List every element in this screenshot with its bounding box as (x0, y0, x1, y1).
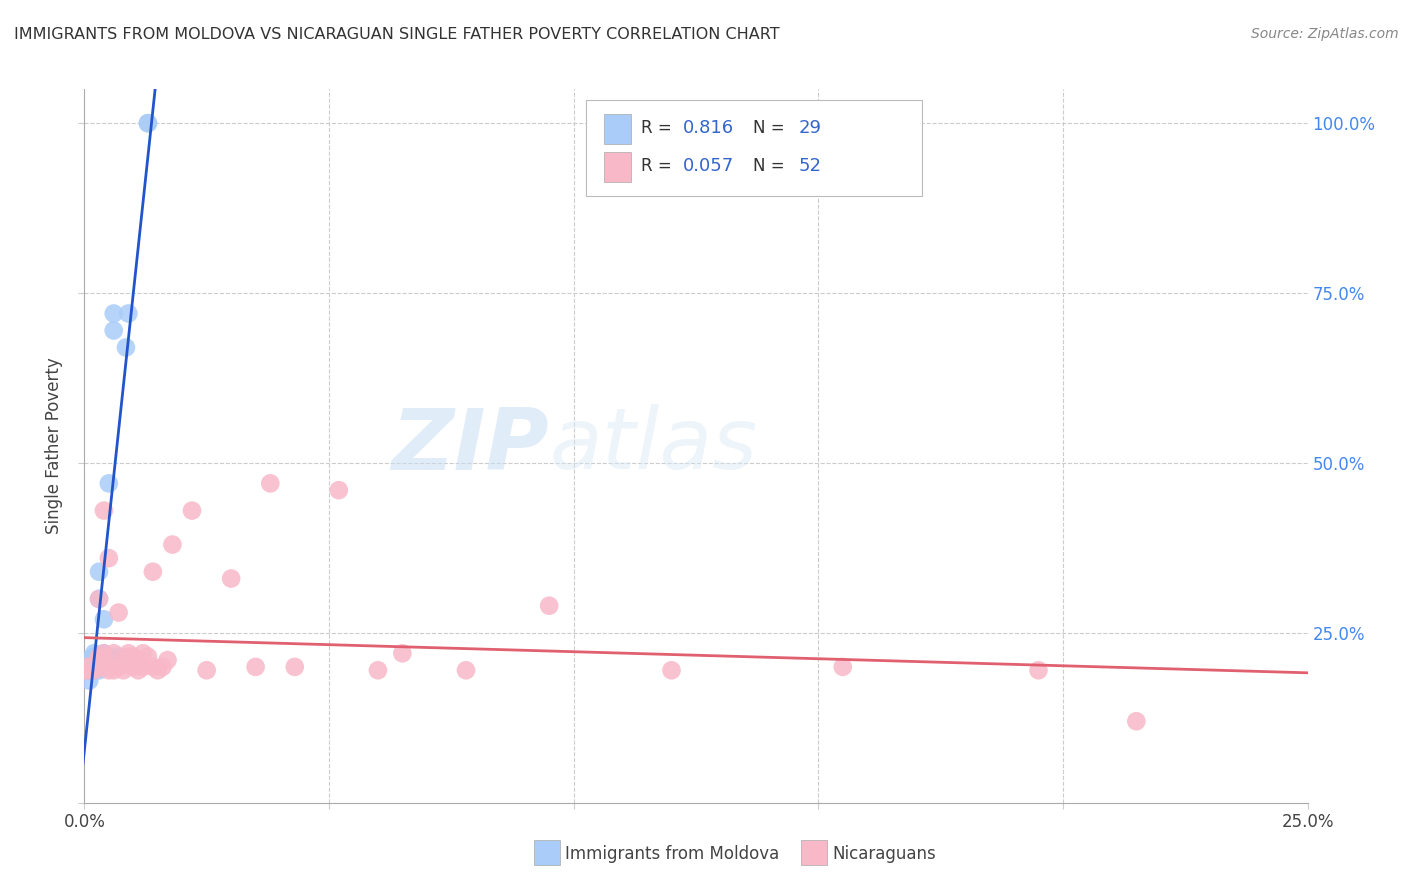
Point (454, 663, 477, 677)
Y-axis label: Single Father Poverty: Single Father Poverty (45, 358, 63, 534)
Point (77, 663, 100, 677)
Point (77, 660, 100, 674)
Point (136, 116, 159, 130)
Point (77, 653, 100, 667)
Point (328, 483, 350, 498)
Point (87, 653, 110, 667)
Point (391, 646, 413, 660)
Point (245, 660, 267, 674)
Point (1028, 663, 1050, 677)
Point (80, 653, 103, 667)
Point (80, 663, 103, 677)
Text: atlas: atlas (550, 404, 758, 488)
Point (146, 663, 169, 677)
Point (152, 660, 174, 674)
Point (103, 306, 125, 320)
Point (127, 663, 149, 677)
Point (76, 663, 98, 677)
Point (93, 649, 115, 664)
Text: R =: R = (641, 157, 676, 175)
Text: R =: R = (641, 120, 676, 137)
Point (87, 565, 110, 579)
Point (77, 673, 100, 688)
Point (93, 649, 115, 664)
Point (107, 649, 129, 664)
Point (93, 503, 115, 517)
Point (122, 660, 145, 674)
Point (97, 663, 120, 677)
Point (112, 653, 135, 667)
Point (117, 306, 139, 320)
Point (80, 663, 103, 677)
Point (103, 323, 125, 337)
Point (87, 660, 110, 674)
Point (132, 646, 155, 660)
Point (284, 660, 307, 674)
Point (77, 660, 100, 674)
Point (97, 660, 120, 674)
Point (122, 649, 145, 664)
Point (97, 476, 120, 491)
Point (831, 660, 853, 674)
Point (117, 649, 139, 664)
Point (136, 116, 159, 130)
Point (87, 649, 110, 664)
Point (97, 551, 120, 566)
Text: 0.816: 0.816 (682, 120, 734, 137)
Text: ZIP: ZIP (391, 404, 550, 488)
Point (367, 663, 389, 677)
Point (83, 660, 105, 674)
Point (83, 663, 105, 677)
Point (77, 663, 100, 677)
Point (107, 660, 129, 674)
Point (87, 649, 110, 664)
Text: Immigrants from Moldova: Immigrants from Moldova (565, 845, 779, 863)
Text: Nicaraguans: Nicaraguans (832, 845, 936, 863)
Point (117, 646, 139, 660)
Point (115, 341, 138, 355)
Point (103, 663, 125, 677)
Text: 0.057: 0.057 (682, 157, 734, 175)
Point (195, 663, 218, 677)
Text: 29: 29 (799, 120, 821, 137)
Point (181, 503, 204, 517)
Point (142, 660, 165, 674)
Point (103, 646, 125, 660)
Point (93, 646, 115, 660)
Point (142, 565, 165, 579)
Point (219, 572, 242, 586)
Point (538, 599, 561, 613)
FancyBboxPatch shape (605, 114, 631, 145)
Point (156, 653, 179, 667)
Point (77, 660, 100, 674)
Point (97, 649, 120, 664)
Point (1125, 714, 1147, 729)
Point (93, 646, 115, 660)
Point (87, 663, 110, 677)
Text: Source: ZipAtlas.com: Source: ZipAtlas.com (1251, 27, 1399, 41)
Point (127, 653, 149, 667)
Point (83, 663, 105, 677)
Point (83, 653, 105, 667)
Point (132, 660, 155, 674)
Point (162, 537, 184, 551)
Point (93, 612, 115, 626)
Point (661, 663, 683, 677)
Point (107, 606, 129, 620)
FancyBboxPatch shape (605, 152, 631, 182)
Point (87, 591, 110, 606)
Text: N =: N = (754, 157, 790, 175)
Point (112, 663, 135, 677)
Text: 52: 52 (799, 157, 821, 175)
Point (259, 476, 281, 491)
Point (87, 591, 110, 606)
Point (76, 663, 98, 677)
Point (83, 663, 105, 677)
FancyBboxPatch shape (586, 100, 922, 196)
Text: N =: N = (754, 120, 790, 137)
Point (83, 646, 105, 660)
Point (136, 649, 159, 664)
Point (83, 649, 105, 664)
Text: IMMIGRANTS FROM MOLDOVA VS NICARAGUAN SINGLE FATHER POVERTY CORRELATION CHART: IMMIGRANTS FROM MOLDOVA VS NICARAGUAN SI… (14, 27, 780, 42)
